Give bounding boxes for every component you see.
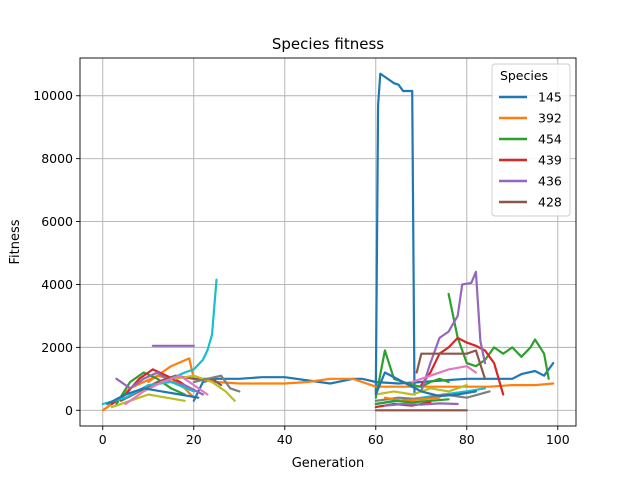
ticks: 0 20 40 60 80 100 0 2000 4000 6000 8000 10000	[33, 88, 570, 447]
series-line-pink	[124, 374, 209, 406]
series-line-428	[415, 349, 487, 380]
x-tick-label: 100	[546, 432, 570, 447]
series-line-436	[420, 270, 487, 393]
x-tick-label: 60	[368, 432, 384, 447]
series-layer	[101, 72, 555, 412]
x-axis-label: Generation	[292, 456, 365, 471]
y-tick-label: 2000	[41, 340, 73, 355]
series-line-gray	[192, 374, 241, 393]
x-tick-label: 20	[186, 432, 202, 447]
y-tick-label: 4000	[41, 277, 73, 292]
series-line-pink2	[411, 365, 477, 384]
x-tick-label: 80	[459, 432, 475, 447]
axes-frame	[79, 57, 577, 427]
legend-label-145: 145	[538, 90, 562, 105]
legend-entries: 145 392 454 439 436 428	[499, 90, 562, 210]
series-line-green2	[374, 398, 450, 406]
series-line-145b	[192, 362, 555, 402]
legend-label-392: 392	[538, 111, 562, 126]
legend-box	[491, 63, 571, 217]
y-tick-label: 0	[65, 403, 73, 418]
legend-label-439: 439	[538, 153, 562, 168]
chart-title: Species fitness	[272, 35, 384, 53]
series-line-454	[447, 292, 550, 380]
y-tick-label: 8000	[41, 151, 73, 166]
legend-title: Species	[500, 68, 548, 83]
x-tick-label: 0	[99, 432, 107, 447]
series-line-olive	[174, 374, 236, 402]
series-line-436c	[115, 371, 204, 396]
series-line-orange2	[383, 396, 441, 402]
y-tick-label: 6000	[41, 214, 73, 229]
y-tick-label: 10000	[33, 88, 73, 103]
series-line-gray2	[374, 390, 491, 402]
series-line-olive3	[110, 393, 186, 409]
y-axis-label: Fitness	[8, 219, 23, 264]
legend-label-428: 428	[538, 195, 562, 210]
legend-label-436: 436	[538, 174, 562, 189]
series-line-439	[420, 336, 505, 396]
series-line-145	[374, 72, 416, 396]
series-line-cyan	[169, 278, 218, 380]
legend: Species 145 392 454 439 436 428	[491, 63, 571, 217]
series-line-blue2	[374, 371, 477, 398]
legend-label-454: 454	[538, 132, 562, 147]
series-line-cyan3	[101, 380, 195, 406]
x-tick-label: 40	[277, 432, 293, 447]
series-line-454b	[374, 349, 450, 399]
series-line-blue3	[106, 387, 200, 406]
series-line-purple2	[383, 402, 459, 407]
